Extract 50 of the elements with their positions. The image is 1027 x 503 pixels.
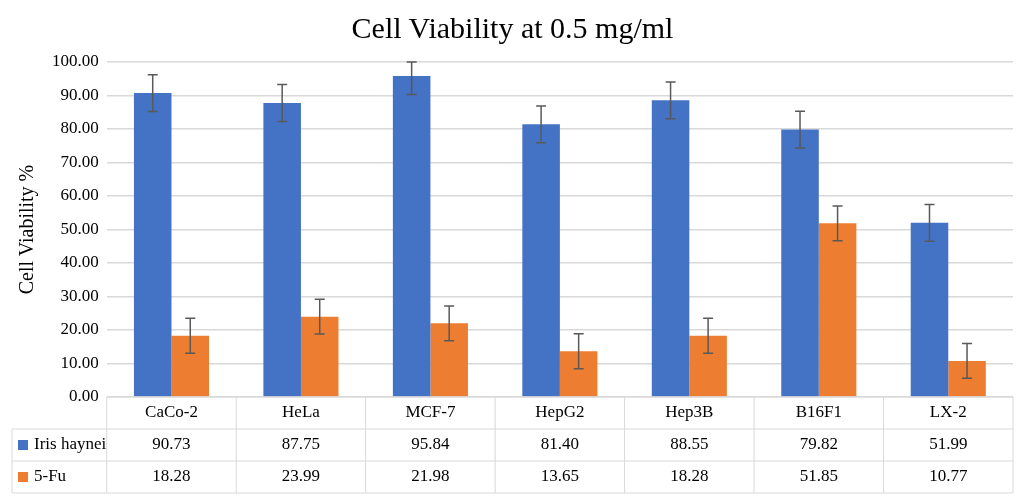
bar	[430, 323, 468, 397]
bar	[133, 93, 172, 397]
legend-label: 5-Fu	[34, 466, 67, 486]
data-label: 10.77	[929, 466, 968, 486]
data-label: 88.55	[670, 434, 709, 454]
x-tick-label: B16F1	[795, 402, 842, 422]
y-tick-label: 50.00	[60, 218, 99, 238]
bar	[522, 124, 560, 397]
x-tick-label: Hep3B	[665, 402, 714, 422]
x-tick-label: HepG2	[535, 402, 585, 422]
y-tick-label: 0.00	[69, 386, 99, 406]
data-label: 81.40	[540, 434, 579, 454]
x-tick-label: MCF-7	[405, 402, 456, 422]
y-axis-title: Cell Viability %	[15, 164, 39, 295]
data-label: 90.73	[152, 434, 191, 454]
data-label: 51.85	[799, 466, 838, 486]
data-label: 95.84	[411, 434, 451, 454]
data-label: 13.65	[540, 466, 579, 486]
bar	[392, 75, 431, 397]
bar	[651, 100, 690, 397]
bar	[781, 129, 819, 397]
data-label: 21.98	[411, 466, 450, 486]
bar	[171, 335, 210, 397]
bar	[948, 360, 986, 397]
data-label: 87.75	[281, 434, 321, 454]
bar	[300, 316, 339, 397]
bar	[559, 351, 598, 397]
bar	[689, 335, 727, 397]
x-tick-label: LX-2	[929, 402, 967, 422]
y-tick-label: 30.00	[60, 285, 99, 305]
data-label: 18.28	[670, 466, 709, 486]
chart-title: Cell Viability at 0.5 mg/ml	[351, 10, 674, 44]
y-tick-label: 40.00	[60, 252, 99, 272]
bar	[263, 103, 301, 397]
data-label: 79.82	[799, 434, 838, 454]
x-tick-label: HeLa	[282, 402, 321, 422]
y-tick-label: 20.00	[60, 319, 99, 339]
data-label: 23.99	[281, 466, 321, 486]
y-tick-label: 70.00	[60, 151, 99, 171]
data-label: 51.99	[929, 434, 968, 454]
data-label: 18.28	[152, 466, 191, 486]
x-tick-label: CaCo-2	[145, 402, 198, 422]
bar	[818, 223, 857, 397]
y-tick-label: 90.00	[60, 84, 99, 104]
bar	[910, 222, 949, 397]
legend-label: Iris haynei	[34, 434, 107, 454]
y-tick-label: 100.00	[52, 51, 99, 71]
y-tick-label: 80.00	[60, 118, 99, 138]
y-tick-label: 10.00	[60, 352, 99, 372]
y-tick-label: 60.00	[60, 185, 99, 205]
